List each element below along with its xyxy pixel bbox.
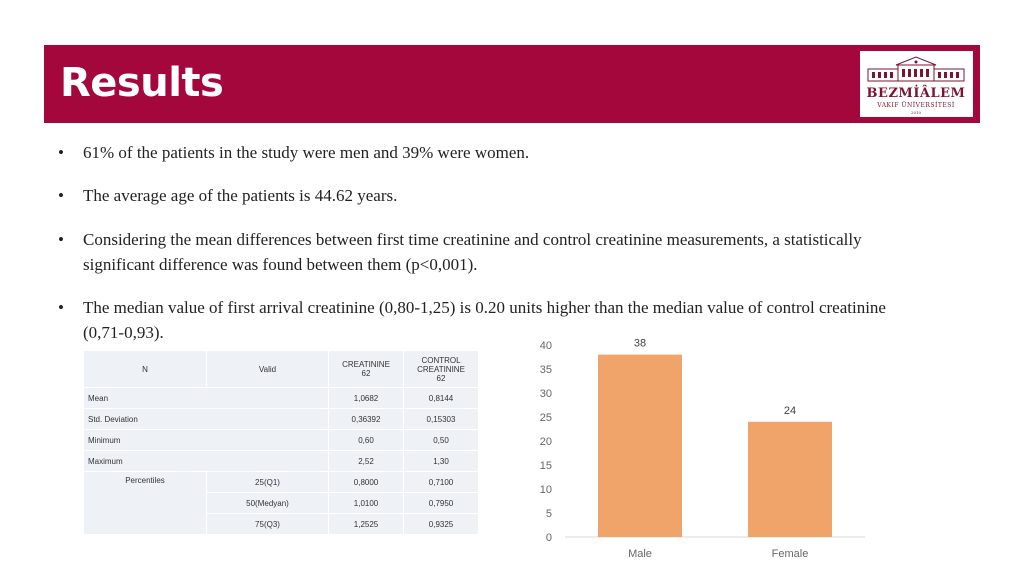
bullet-item: • 61% of the patients in the study were … [58,140,888,165]
percentile-label: 75(Q3) [206,513,329,535]
y-tick-label: 10 [540,484,552,496]
row-label: Std. Deviation [83,408,329,430]
table-row: 75(Q3) 1,2525 0,9325 [84,513,479,535]
slide-title: Results [60,60,224,106]
bullet-item: • The average age of the patients is 44.… [58,183,888,208]
header-creatinine-n: 62 [361,369,371,378]
data-label: 24 [784,405,796,417]
y-tick-label: 0 [546,532,552,544]
cell-creatinine: 0,8000 [328,471,404,493]
logo-name: BEZMİÂLEM [867,85,966,101]
header-control-n: 62 [436,373,446,383]
y-tick-label: 30 [540,388,552,400]
row-label: Mean [83,387,329,409]
percentile-label: 50(Medyan) [206,492,329,514]
title-bar: Results BEZMİÂLEM VAKIF ÜNİVERSİTESİ 201… [44,45,980,123]
cell-creatinine: 2,52 [328,450,404,472]
bullet-marker: • [58,230,64,249]
bar [598,354,682,537]
cell-creatinine: 1,0682 [328,387,404,409]
logo-building-icon: BEZMİÂLEM VAKIF ÜNİVERSİTESİ 2010 [867,56,966,115]
header-control-line2: CREATININE [417,364,465,374]
y-tick-label: 20 [540,436,552,448]
cell-control: 0,8144 [403,387,479,409]
cell-control: 0,50 [403,429,479,451]
table-row: Std. Deviation 0,36392 0,15303 [83,408,479,430]
bullet-text: The median value of first arrival creati… [83,298,886,342]
table-header-row: N Valid CREATININE 62 CONTROL CREATININE 62 [83,350,479,388]
y-tick-label: 35 [540,364,552,376]
percentile-label: 25(Q1) [206,471,329,493]
bullet-item: • Considering the mean differences betwe… [58,227,888,277]
y-tick-label: 25 [540,412,552,424]
header-control-creatinine: CONTROL CREATININE 62 [403,350,479,388]
bullet-marker: • [58,143,64,162]
header-n: N [83,350,207,388]
y-tick-label: 5 [546,508,552,520]
row-label: Minimum [83,429,329,451]
table-row: Percentiles 25(Q1) 0,8000 0,7100 [83,471,479,535]
logo-subtitle: VAKIF ÜNİVERSİTESİ [876,102,955,109]
header-creatinine: CREATININE 62 [328,350,404,388]
cell-creatinine: 1,0100 [328,492,404,514]
cell-control: 0,15303 [403,408,479,430]
bullet-marker: • [58,298,64,317]
table-row: Minimum 0,60 0,50 [83,429,479,451]
statistics-table: N Valid CREATININE 62 CONTROL CREATININE 62… [83,350,479,535]
header-valid: Valid [206,350,329,388]
table-row: Maximum 2,52 1,30 [83,450,479,472]
university-logo: BEZMİÂLEM VAKIF ÜNİVERSİTESİ 2010 [860,51,973,117]
table-row: Mean 1,0682 0,8144 [83,387,479,409]
cell-control: 0,9325 [403,513,479,535]
bullet-text: 61% of the patients in the study were me… [83,143,530,162]
cell-control: 0,7950 [403,492,479,514]
cell-creatinine: 0,36392 [328,408,404,430]
cell-creatinine: 1,2525 [328,513,404,535]
data-label: 38 [634,338,646,350]
cell-control: 1,30 [403,450,479,472]
bullet-text: The average age of the patients is 44.62… [83,186,398,205]
x-tick-label: Male [628,548,652,560]
header-creatinine-label: CREATININE [342,360,390,369]
header-control-line1: CONTROL [421,355,461,365]
bullet-marker: • [58,186,64,205]
logo-year: 2010 [911,110,922,115]
x-tick-label: Female [772,548,809,560]
gender-bar-chart: 0 5 10 15 20 25 30 35 40 38 Male 24 Female [540,338,865,560]
y-tick-label: 40 [540,340,552,352]
bar [748,421,832,537]
bullet-text: Considering the mean differences between… [83,230,862,274]
y-tick-label: 15 [540,460,552,472]
percentiles-label: Percentiles [83,471,207,535]
cell-creatinine: 0,60 [328,429,404,451]
row-label: Maximum [83,450,329,472]
cell-control: 0,7100 [403,471,479,493]
bullet-item: • The median value of first arrival crea… [58,295,888,345]
